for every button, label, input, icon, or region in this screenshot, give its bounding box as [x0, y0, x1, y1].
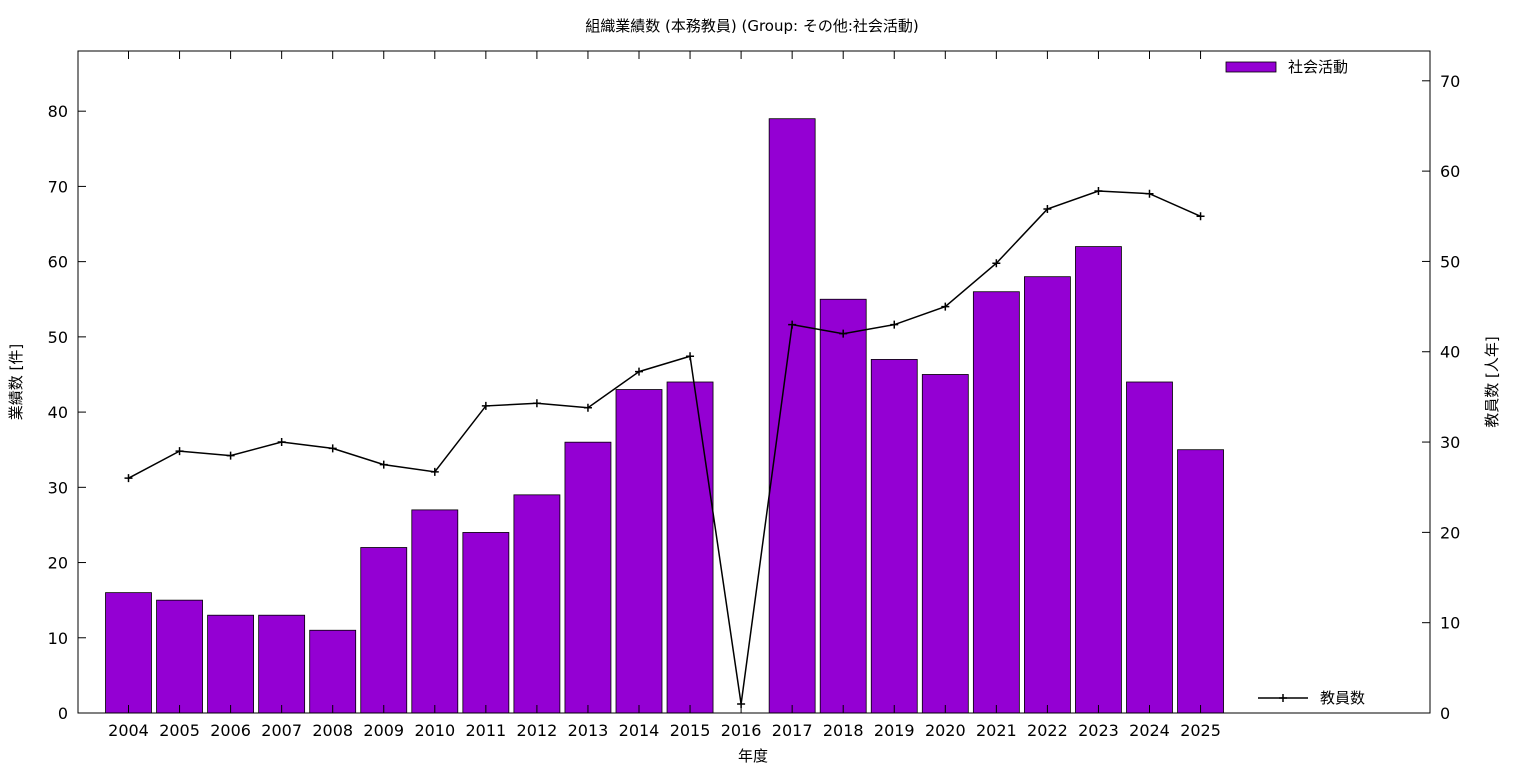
bar-2014 — [615, 389, 663, 714]
line-point-2010 — [430, 467, 439, 476]
bar-2008 — [309, 629, 357, 714]
line-point-2015 — [686, 352, 695, 361]
line-point-2006 — [226, 451, 235, 460]
line-point-2019 — [890, 320, 899, 329]
bar-2022 — [1024, 276, 1071, 714]
x-tick-label-2023: 2023 — [1078, 721, 1119, 740]
x-tick-label-2008: 2008 — [312, 721, 353, 740]
x-tick-label-2020: 2020 — [925, 721, 966, 740]
y2-tick-label-40: 40 — [1440, 343, 1460, 362]
legend-line-label: 教員数 — [1320, 689, 1365, 707]
x-tick-label-2017: 2017 — [772, 721, 813, 740]
bar-2018 — [819, 298, 867, 714]
y-tick-label-40: 40 — [48, 403, 68, 422]
bar-2004 — [105, 592, 152, 714]
bar-2024 — [1126, 381, 1173, 714]
y2-tick-label-20: 20 — [1440, 523, 1460, 542]
y2-tick-label-60: 60 — [1440, 162, 1460, 181]
line-point-2022 — [1043, 205, 1052, 214]
bar-2009 — [360, 547, 408, 714]
legend-bar-label: 社会活動 — [1288, 58, 1348, 76]
y2-tick-label-70: 70 — [1440, 72, 1460, 91]
line-point-2004 — [124, 474, 133, 483]
bar-2017 — [768, 118, 816, 714]
line-point-2013 — [583, 403, 592, 412]
x-tick-label-2018: 2018 — [823, 721, 864, 740]
x-tick-label-2019: 2019 — [874, 721, 915, 740]
x-tick-label-2016: 2016 — [721, 721, 762, 740]
bar-2020 — [921, 374, 969, 714]
chart-title: 組織業績数 (本務教員) (Group: その他:社会活動) — [585, 17, 919, 35]
x-tick-label-2015: 2015 — [670, 721, 711, 740]
x-tick-label-2007: 2007 — [261, 721, 302, 740]
legend-bar-series: 社会活動 — [1225, 58, 1348, 76]
y2-tick-label-10: 10 — [1440, 614, 1460, 633]
y-tick-label-30: 30 — [48, 478, 68, 497]
x-tick-label-2012: 2012 — [517, 721, 558, 740]
line-faculty-count — [128, 190, 1201, 705]
bar-2007 — [258, 614, 306, 714]
x-tick-label-2009: 2009 — [363, 721, 404, 740]
bars-layer — [105, 118, 1224, 714]
bar-2023 — [1075, 246, 1122, 714]
bar-2019 — [870, 359, 918, 714]
bar-2010 — [411, 509, 459, 714]
x-axis-label: 年度 — [738, 747, 768, 765]
y2-tick-label-50: 50 — [1440, 252, 1460, 271]
y2-tick-label-0: 0 — [1440, 704, 1450, 723]
line-point-2018 — [839, 329, 848, 338]
x-tick-label-2024: 2024 — [1129, 721, 1170, 740]
y-tick-label-70: 70 — [48, 177, 68, 196]
line-point-2017 — [788, 320, 797, 329]
bar-2025 — [1177, 449, 1224, 714]
bar-2013 — [564, 441, 612, 714]
y2-axis-label: 教員数 [人年] — [1483, 336, 1501, 427]
line-point-2005 — [175, 447, 184, 456]
bar-2012 — [513, 494, 561, 714]
bar-2015 — [666, 381, 714, 714]
legend-line-series: 教員数 — [1258, 689, 1365, 707]
y2-tick-label-30: 30 — [1440, 433, 1460, 452]
line-point-2008 — [328, 444, 337, 453]
axes-layer: 0 10 20 30 40 50 60 70 80 0 10 20 30 40 50 60 70 2004 2005… — [48, 51, 1460, 740]
line-point-2007 — [277, 438, 286, 447]
y-tick-label-60: 60 — [48, 253, 68, 272]
y-tick-label-80: 80 — [48, 102, 68, 121]
line-point-2020 — [941, 302, 950, 311]
y-tick-label-0: 0 — [58, 704, 68, 723]
x-tick-label-2025: 2025 — [1180, 721, 1221, 740]
x-tick-label-2014: 2014 — [619, 721, 660, 740]
line-point-2009 — [379, 460, 388, 469]
legend-line-marker — [1279, 694, 1287, 702]
x-tick-label-2004: 2004 — [108, 721, 149, 740]
legend-bar-swatch — [1225, 61, 1277, 73]
line-layer — [124, 186, 1205, 708]
x-tick-label-2010: 2010 — [414, 721, 455, 740]
x-tick-label-2013: 2013 — [568, 721, 609, 740]
plot-frame — [77, 50, 1431, 714]
line-point-2011 — [481, 401, 490, 410]
line-point-2024 — [1145, 189, 1154, 198]
line-point-2021 — [992, 259, 1001, 268]
line-point-2014 — [635, 367, 643, 376]
y-axis-label: 業績数 [件] — [7, 344, 25, 420]
x-tick-label-2005: 2005 — [159, 721, 200, 740]
y-tick-label-10: 10 — [48, 629, 68, 648]
bar-2021 — [972, 291, 1020, 714]
y-tick-label-20: 20 — [48, 554, 68, 573]
bar-2006 — [207, 614, 255, 714]
line-point-2025 — [1196, 212, 1205, 221]
y-tick-label-50: 50 — [48, 328, 68, 347]
x-tick-label-2022: 2022 — [1027, 721, 1068, 740]
x-tick-label-2021: 2021 — [976, 721, 1017, 740]
bar-2005 — [156, 599, 203, 714]
x-tick-label-2006: 2006 — [210, 721, 251, 740]
x-tick-label-2011: 2011 — [465, 721, 506, 740]
line-point-2023 — [1094, 186, 1103, 195]
line-point-2012 — [532, 399, 541, 408]
bar-2011 — [462, 532, 510, 714]
